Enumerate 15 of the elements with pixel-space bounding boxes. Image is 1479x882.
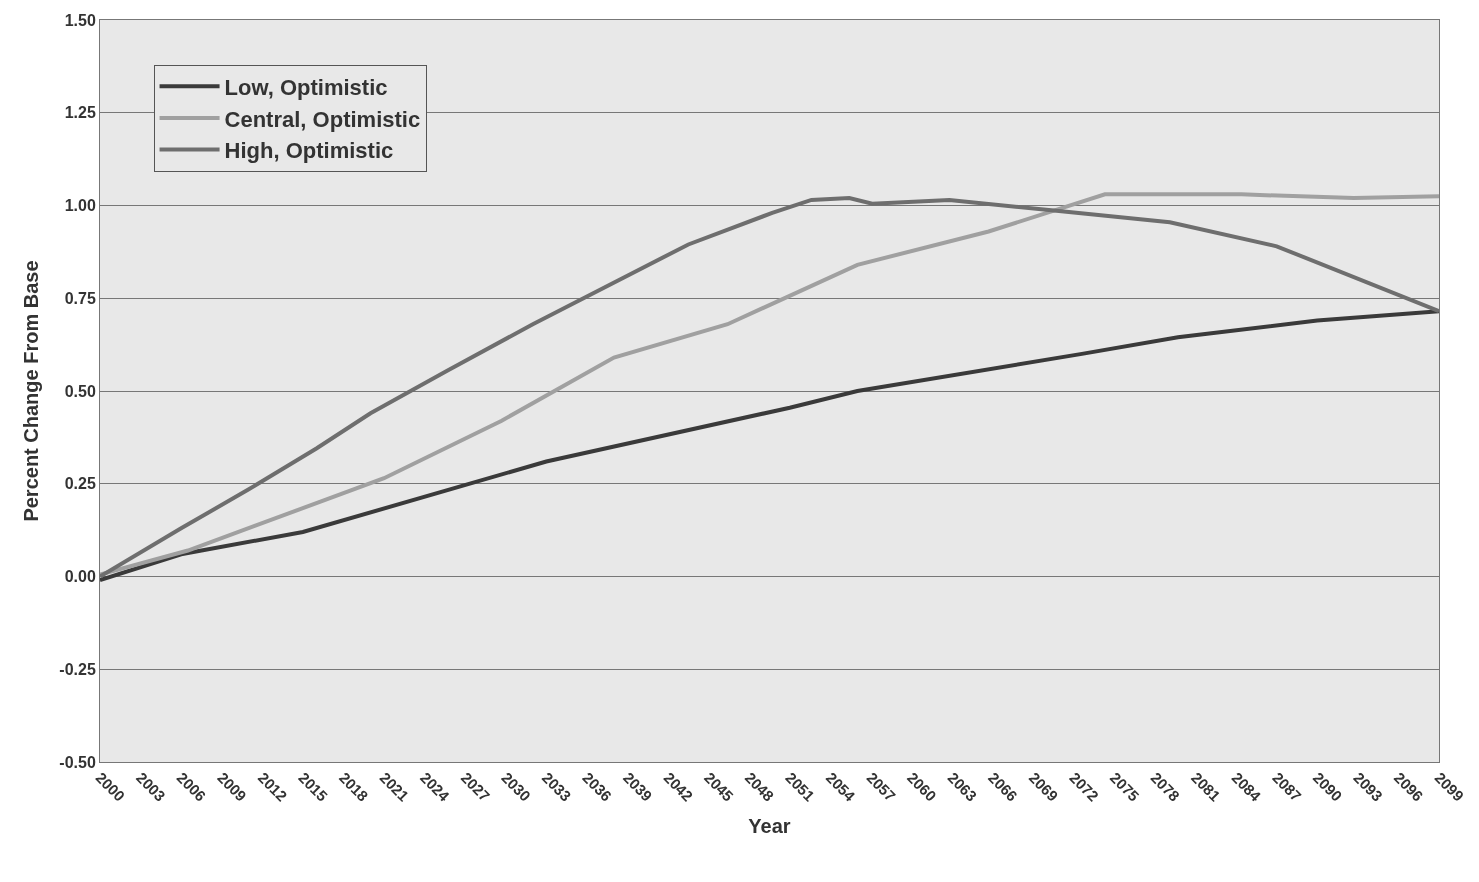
y-axis-title: Percent Change From Base [19, 260, 42, 522]
line-series [100, 309, 1439, 583]
x-axis-title: Year [748, 815, 791, 838]
y-tick-label: 0.50 [64, 382, 96, 400]
y-tick-label: -0.25 [59, 660, 96, 678]
legend-label: Low, Optimistic [224, 74, 388, 100]
y-tick-label: 1.00 [64, 197, 96, 215]
y-tick-label: 1.50 [64, 11, 96, 29]
legend-label: High, Optimistic [224, 138, 394, 164]
y-tick-label: -0.50 [59, 753, 96, 771]
y-tick-label: 0.00 [64, 568, 96, 586]
y-tick-label: 1.25 [64, 104, 96, 122]
legend-label: Central, Optimistic [224, 106, 421, 132]
y-tick-label: 0.25 [64, 475, 96, 493]
y-tick-label: 0.75 [64, 289, 96, 307]
